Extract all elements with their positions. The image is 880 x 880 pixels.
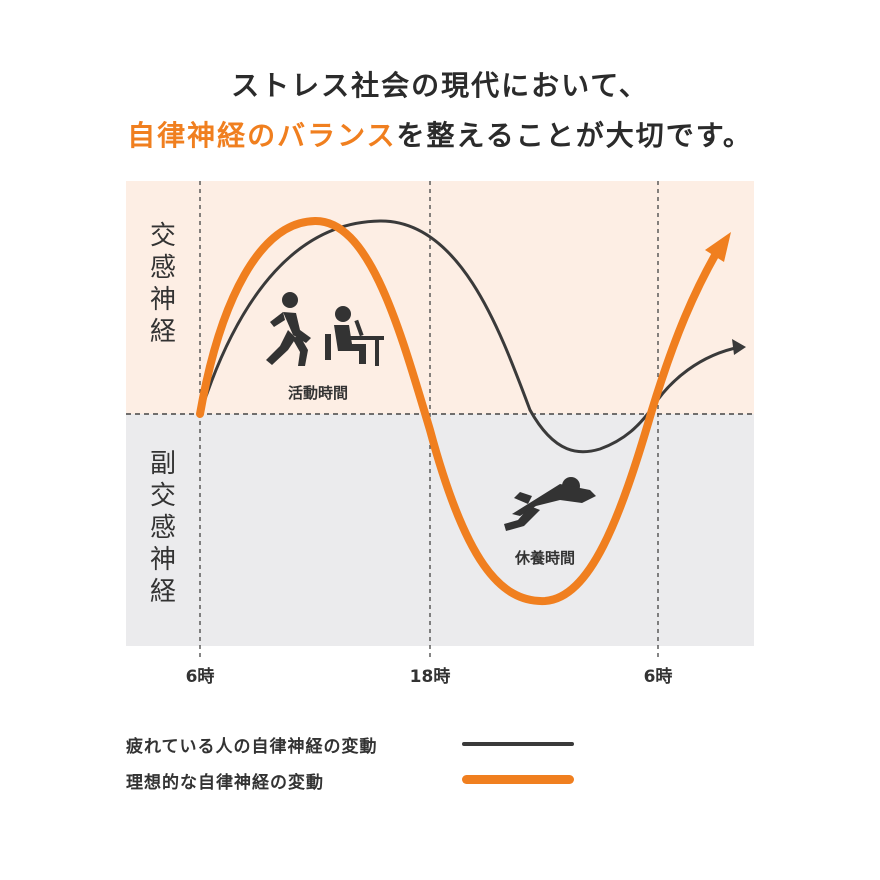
parasympathetic-region	[126, 414, 754, 646]
annotation-rest: 休養時間	[514, 549, 575, 567]
running-person-icon	[266, 292, 311, 366]
resting-person-icon	[504, 477, 596, 531]
region-label-sympathetic: 経	[150, 317, 176, 347]
legend-swatch-ideal	[462, 775, 574, 784]
legend-swatch-tired	[462, 742, 574, 746]
subtitle-highlight: 自律神経のバランス	[127, 119, 397, 152]
region-label-parasympathetic: 副	[150, 449, 176, 479]
x-tick-label: 6時	[186, 666, 215, 687]
x-tick-label: 6時	[644, 666, 673, 687]
page-title: ストレス社会の現代において、	[231, 69, 649, 102]
legend-item-ideal: 理想的な自律神経の変動	[126, 768, 324, 793]
legend-label-tired: 疲れている人の自律神経の変動	[126, 737, 378, 757]
annotation-activity: 活動時間	[288, 384, 348, 402]
region-label-sympathetic: 感	[150, 253, 176, 283]
region-label-sympathetic: 神	[150, 285, 176, 315]
region-label-sympathetic: 交	[150, 221, 176, 251]
region-label-parasympathetic: 神	[150, 545, 176, 575]
page-subtitle: 自律神経のバランスを整えることが大切です。	[0, 114, 880, 154]
series-arrow-ideal	[705, 232, 731, 262]
desk-worker-icon	[325, 306, 384, 366]
region-label-parasympathetic: 感	[150, 513, 176, 543]
legend-label-ideal: 理想的な自律神経の変動	[126, 773, 324, 793]
series-line-ideal	[196, 216, 722, 606]
region-label-parasympathetic: 経	[150, 577, 176, 607]
legend-item-tired: 疲れている人の自律神経の変動	[126, 732, 378, 757]
series-arrow-tired	[732, 339, 746, 355]
region-label-parasympathetic: 交	[150, 481, 176, 511]
subtitle-rest: を整えることが大切です。	[396, 119, 753, 152]
x-tick-label: 18時	[410, 666, 451, 687]
